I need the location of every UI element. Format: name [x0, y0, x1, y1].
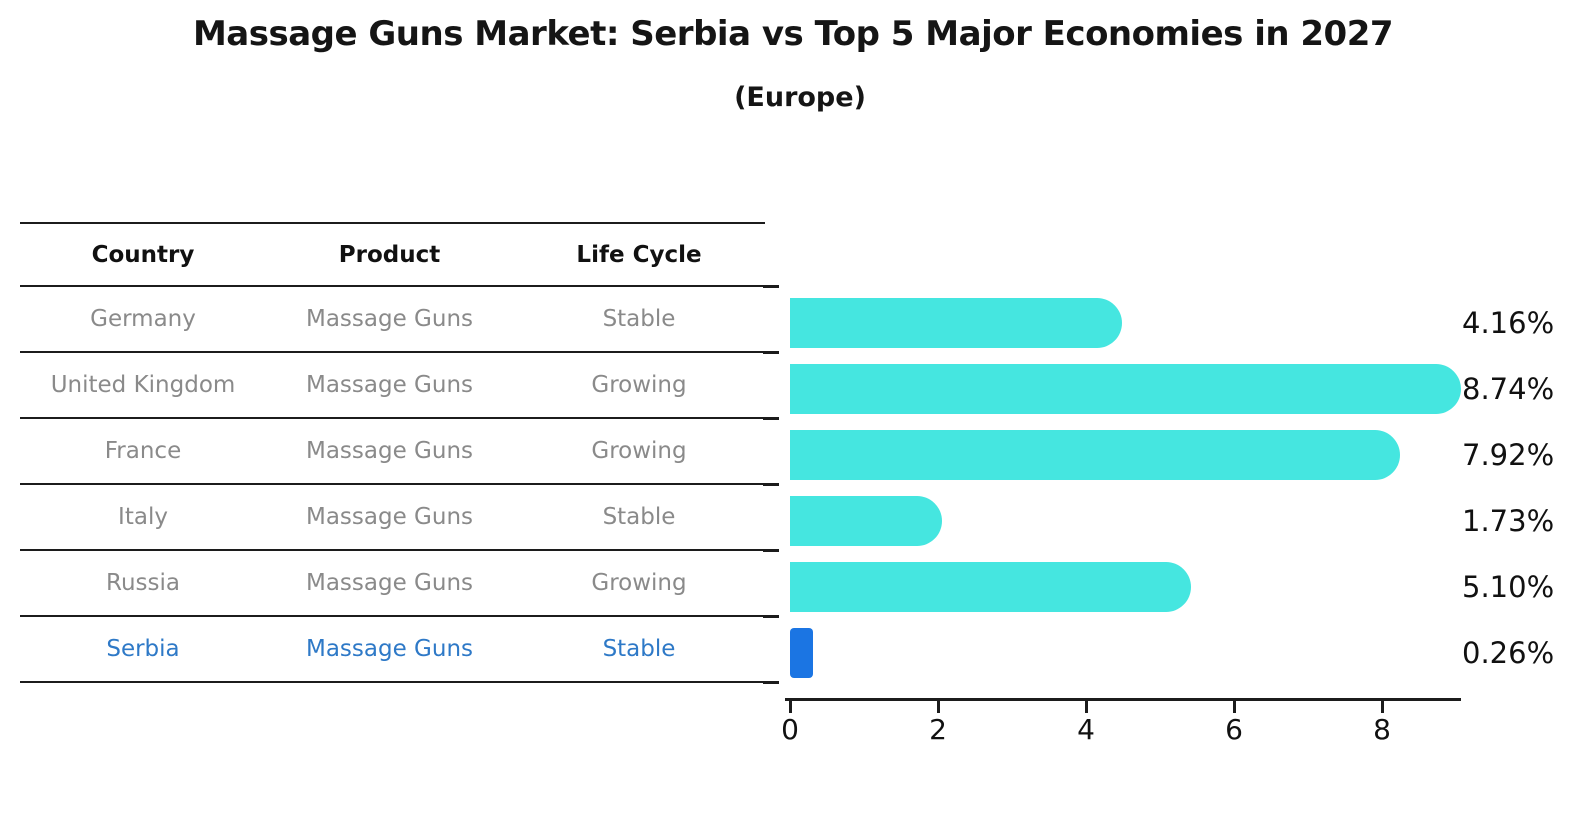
table-cell-product: Massage Guns	[305, 570, 474, 596]
table-cell-product: Massage Guns	[305, 306, 474, 332]
y-axis-tick	[763, 417, 779, 420]
x-axis-tick-label: 6	[1225, 713, 1243, 746]
table-cell-country: Serbia	[106, 636, 180, 662]
table-row-russia: Russia Massage Guns Growing	[20, 551, 765, 617]
table-row-serbia: Serbia Massage Guns Stable	[20, 617, 765, 683]
value-label-italy: 1.73%	[1462, 504, 1555, 538]
x-axis-tick-label: 8	[1373, 713, 1391, 746]
table-header-country: Country	[91, 241, 195, 268]
table-header-product: Product	[338, 241, 441, 268]
data-table: Country Product Life Cycle Germany Massag…	[20, 222, 765, 683]
table-row-france: France Massage Guns Growing	[20, 419, 765, 485]
table-cell-product: Massage Guns	[305, 636, 474, 662]
value-label-france: 7.92%	[1462, 438, 1555, 472]
x-axis-tick	[1085, 701, 1088, 713]
value-label-germany: 4.16%	[1462, 306, 1555, 340]
table-cell-country: France	[104, 438, 182, 464]
table-cell-country: Germany	[90, 306, 196, 332]
table-cell-product: Massage Guns	[305, 438, 474, 464]
bar-serbia	[790, 628, 814, 678]
table-cell-country: United Kingdom	[50, 372, 236, 398]
table-cell-life-cycle: Growing	[591, 570, 687, 596]
bar-chart-plot-area: 0 2 4 6 8	[763, 285, 1461, 746]
table-cell-product: Massage Guns	[305, 504, 474, 530]
x-axis-tick	[1381, 701, 1384, 713]
x-axis-tick	[1233, 701, 1236, 713]
bar-italy	[790, 496, 943, 546]
table-row-united-kingdom: United Kingdom Massage Guns Growing	[20, 353, 765, 419]
table-cell-country: Italy	[118, 504, 168, 530]
table-row-italy: Italy Massage Guns Stable	[20, 485, 765, 551]
x-axis-line	[785, 698, 1461, 701]
table-cell-life-cycle: Stable	[602, 306, 676, 332]
chart-title: Massage Guns Market: Serbia vs Top 5 Maj…	[192, 14, 1394, 54]
y-axis-tick	[763, 549, 779, 552]
x-axis-tick-label: 0	[781, 713, 799, 746]
x-axis-tick-label: 4	[1077, 713, 1095, 746]
bar-germany	[790, 298, 1122, 348]
x-axis-tick-label: 2	[929, 713, 947, 746]
y-axis-tick	[763, 615, 779, 618]
table-cell-life-cycle: Growing	[591, 372, 687, 398]
table-cell-life-cycle: Stable	[602, 636, 676, 662]
bar-united-kingdom	[790, 364, 1461, 414]
table-header-life-cycle: Life Cycle	[576, 241, 702, 268]
table-header-row: Country Product Life Cycle	[20, 224, 765, 287]
table-cell-life-cycle: Growing	[591, 438, 687, 464]
x-axis-tick	[789, 701, 792, 713]
chart-subtitle: (Europe)	[734, 82, 866, 113]
value-label-united-kingdom: 8.74%	[1462, 372, 1555, 406]
table-cell-product: Massage Guns	[305, 372, 474, 398]
y-axis-tick	[763, 285, 779, 288]
table-cell-country: Russia	[106, 570, 180, 596]
x-axis-tick	[937, 701, 940, 713]
bar-russia	[790, 562, 1192, 612]
bar-france	[790, 430, 1401, 480]
y-axis-tick	[763, 483, 779, 486]
y-axis-tick	[763, 351, 779, 354]
value-label-serbia: 0.26%	[1462, 636, 1555, 670]
value-label-russia: 5.10%	[1462, 570, 1555, 604]
table-row-germany: Germany Massage Guns Stable	[20, 287, 765, 353]
y-axis-tick	[763, 681, 779, 684]
table-cell-life-cycle: Stable	[602, 504, 676, 530]
